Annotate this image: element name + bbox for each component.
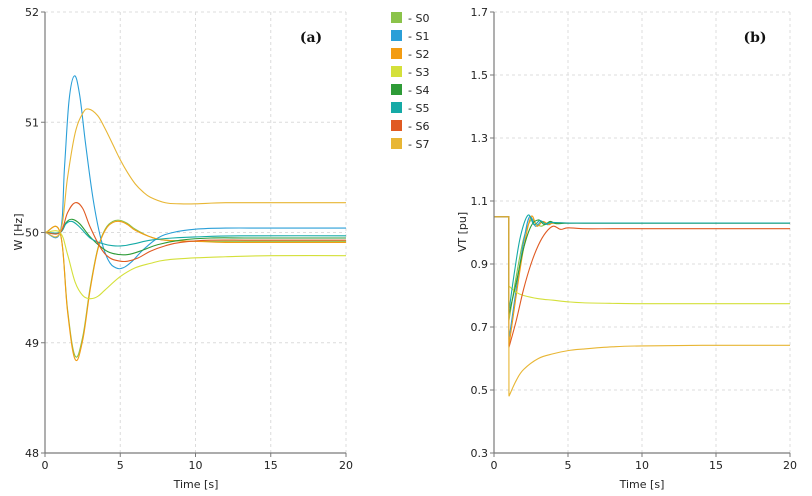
legend-label: - S4 bbox=[408, 84, 429, 97]
series-line-s5-a bbox=[44, 220, 347, 247]
legend-label: - S0 bbox=[408, 12, 429, 25]
y-tick-label-a: 51 bbox=[25, 116, 39, 129]
y-tick-label-a: 52 bbox=[25, 6, 39, 19]
x-tick-label-a: 0 bbox=[42, 459, 49, 472]
legend-item: - S0 bbox=[391, 12, 429, 25]
legend-label: - S2 bbox=[408, 48, 429, 61]
legend-swatch bbox=[391, 12, 402, 23]
x-axis-label-a: Time [s] bbox=[173, 478, 219, 491]
series-line-s2-a bbox=[44, 220, 346, 362]
x-tick-label-a: 10 bbox=[189, 459, 203, 472]
x-tick-label-b: 15 bbox=[709, 459, 723, 472]
y-tick-label-b: 1.1 bbox=[471, 195, 489, 208]
legend-item: - S3 bbox=[391, 66, 429, 79]
grid-b bbox=[494, 11, 791, 453]
y-tick-label-b: 0.3 bbox=[471, 447, 489, 460]
legend: - S0 - S1 - S2 - S3 - S4 - S5 - S6 - S7 bbox=[391, 12, 429, 151]
legend-label: - S6 bbox=[408, 120, 429, 133]
x-tick-label-a: 5 bbox=[117, 459, 124, 472]
series-line-s6-b bbox=[494, 216, 790, 348]
x-tick-label-b: 20 bbox=[783, 459, 797, 472]
legend-swatch bbox=[391, 120, 402, 131]
x-tick-label-a: 20 bbox=[339, 459, 353, 472]
y-tick-label-b: 0.7 bbox=[471, 321, 489, 334]
x-tick-label-b: 10 bbox=[635, 459, 649, 472]
legend-swatch bbox=[391, 138, 402, 149]
chart-a: 0 5 10 15 20 48 49 50 51 52 Time [s] W [Hz] (a) bbox=[12, 6, 353, 491]
legend-label: - S5 bbox=[408, 102, 429, 115]
series-b bbox=[494, 214, 791, 397]
legend-item: - S4 bbox=[391, 84, 429, 97]
series-line-s4-a bbox=[44, 218, 346, 256]
series-a bbox=[44, 75, 347, 362]
x-axis-label-b: Time [s] bbox=[619, 478, 665, 491]
chart-b: 0 5 10 15 20 0.3 0.5 0.7 0.9 1.1 1.3 1.5 1.7 Time [s… bbox=[456, 6, 797, 491]
x-tick-label-b: 0 bbox=[491, 459, 498, 472]
y-axis-label-a: W [Hz] bbox=[12, 213, 25, 250]
series-line-s3-a bbox=[44, 230, 347, 300]
legend-swatch bbox=[391, 102, 402, 113]
y-tick-label-a: 48 bbox=[25, 447, 39, 460]
legend-label: - S1 bbox=[408, 30, 429, 43]
y-tick-label-b: 1.5 bbox=[471, 69, 489, 82]
series-line-s6-a bbox=[44, 202, 346, 263]
series-line-s5-b bbox=[494, 214, 790, 312]
legend-swatch bbox=[391, 66, 402, 77]
panel-label-a: (a) bbox=[300, 30, 322, 46]
legend-item: - S1 bbox=[391, 30, 429, 43]
y-tick-label-b: 0.5 bbox=[471, 384, 489, 397]
y-tick-label-a: 50 bbox=[25, 227, 39, 240]
series-line-s0-b bbox=[494, 216, 790, 321]
x-tick-label-a: 15 bbox=[264, 459, 278, 472]
legend-swatch bbox=[391, 84, 402, 95]
series-line-s1-a bbox=[44, 75, 346, 270]
series-line-s3-b bbox=[494, 216, 790, 305]
legend-item: - S2 bbox=[391, 48, 429, 61]
legend-swatch bbox=[391, 30, 402, 41]
series-line-s7-a bbox=[44, 108, 346, 238]
y-tick-label-b: 1.3 bbox=[471, 132, 489, 145]
ticks-a: 0 5 10 15 20 48 49 50 51 52 bbox=[25, 6, 353, 472]
legend-label: - S3 bbox=[408, 66, 429, 79]
y-tick-label-b: 0.9 bbox=[471, 258, 489, 271]
legend-label: - S7 bbox=[408, 138, 429, 151]
legend-swatch bbox=[391, 48, 402, 59]
ticks-b: 0 5 10 15 20 0.3 0.5 0.7 0.9 1.1 1.3 1.5 1.7 bbox=[471, 6, 798, 472]
series-line-s7-b bbox=[494, 216, 791, 397]
panel-label-b: (b) bbox=[743, 30, 766, 46]
y-tick-label-a: 49 bbox=[25, 337, 39, 350]
x-tick-label-b: 5 bbox=[565, 459, 572, 472]
grid-a bbox=[45, 11, 347, 453]
legend-item: - S7 bbox=[391, 138, 429, 151]
legend-item: - S5 bbox=[391, 102, 429, 115]
y-tick-label-b: 1.7 bbox=[471, 6, 489, 19]
legend-item: - S6 bbox=[391, 120, 429, 133]
y-axis-label-b: VT [pu] bbox=[456, 212, 469, 252]
